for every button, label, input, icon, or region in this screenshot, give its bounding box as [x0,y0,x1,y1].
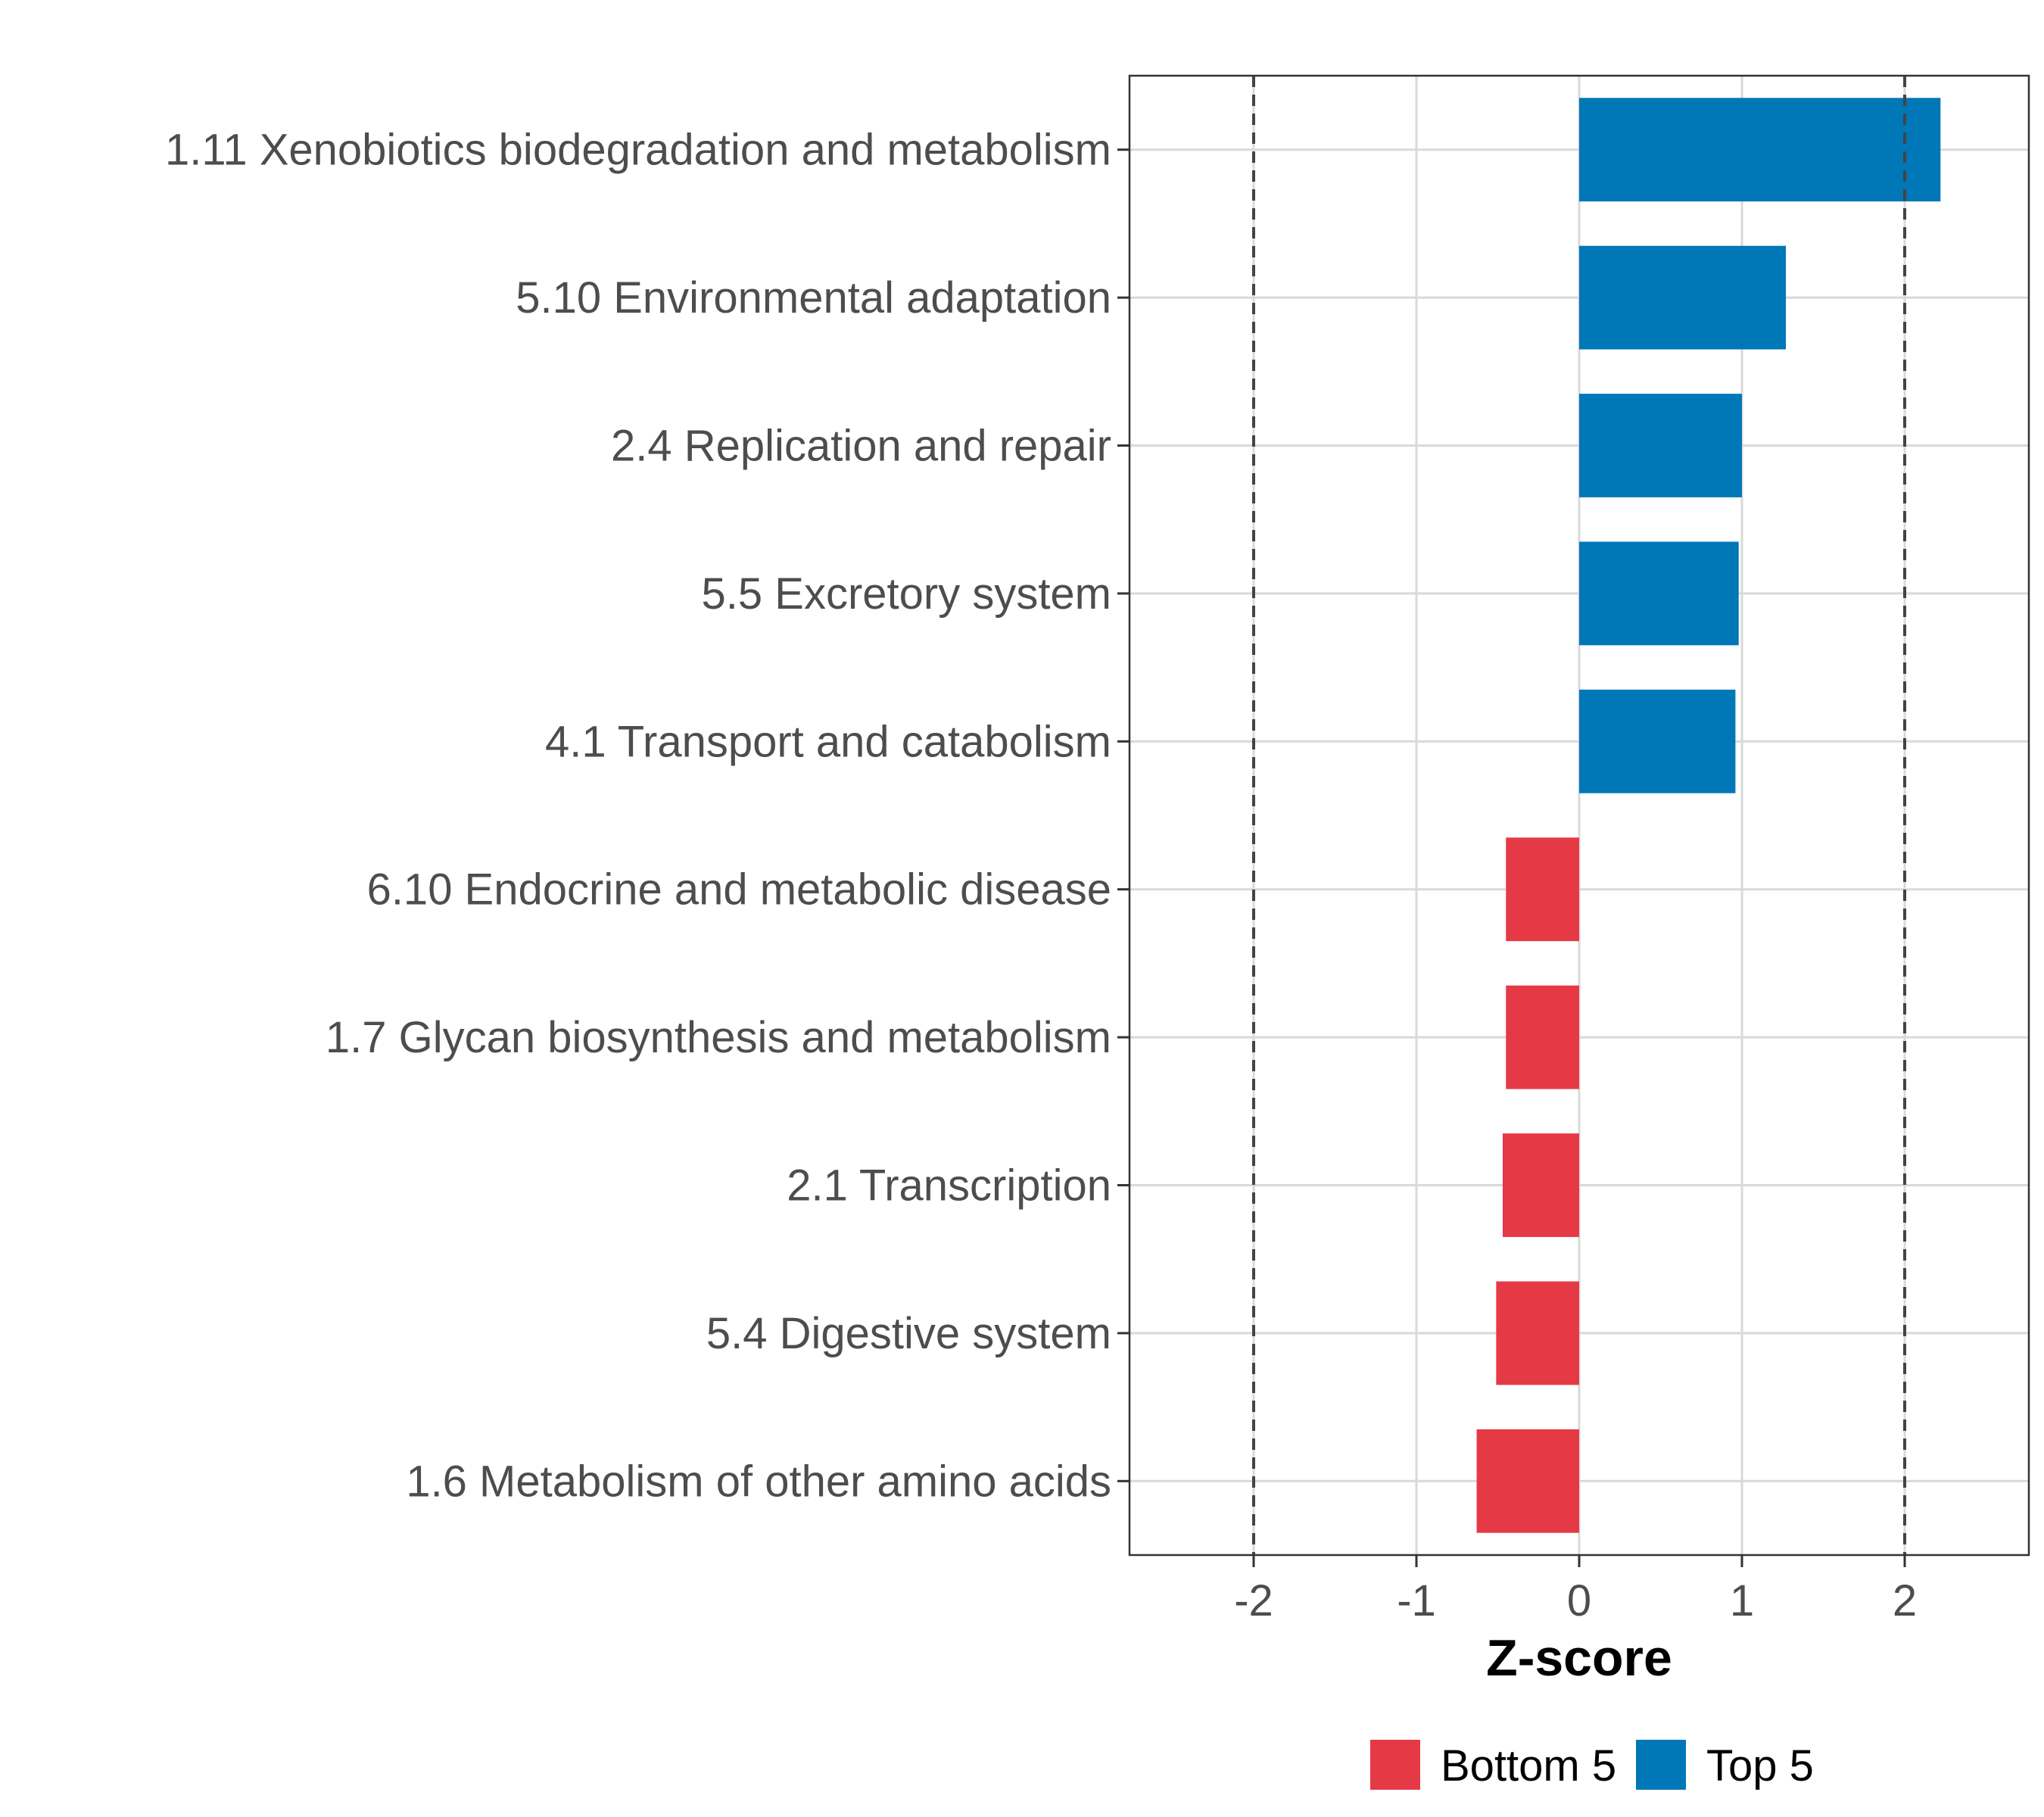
bar [1506,837,1579,942]
category-label: 2.4 Replication and repair [611,422,1111,471]
bar [1579,541,1739,646]
category-label: 2.1 Transcription [787,1161,1111,1211]
reference-lines [1252,76,1906,1555]
legend-label: Top 5 [1706,1741,1814,1791]
category-label: 5.5 Excretory system [702,569,1111,619]
category-label: 5.4 Digestive system [706,1309,1111,1358]
bar [1579,394,1742,497]
bar [1502,1133,1579,1237]
category-label: 5.10 Environmental adaptation [516,273,1111,323]
legend: Bottom 5 Top 5 [1370,1740,1814,1791]
legend-label: Bottom 5 [1441,1741,1616,1791]
bar [1496,1281,1579,1385]
x-tick-label: -1 [1397,1576,1436,1625]
x-tick-label: -2 [1234,1576,1273,1625]
legend-swatch [1370,1740,1420,1790]
bar [1506,985,1579,1089]
category-label: 6.10 Endocrine and metabolic disease [367,865,1111,915]
x-axis-ticks: -2 -1 0 1 2 [1234,1555,1917,1625]
bars [1476,98,1941,1533]
category-label: 1.7 Glycan biosynthesis and metabolism [326,1013,1111,1062]
bar [1579,98,1941,202]
bar [1579,689,1736,793]
x-axis-title: Z-score [1486,1629,1672,1687]
x-tick-label: 1 [1730,1576,1754,1625]
legend-swatch [1636,1740,1686,1790]
bar [1579,245,1787,350]
y-axis-ticks: 1.11 Xenobiotics biodegradation and meta… [165,126,1129,1506]
category-label: 1.6 Metabolism of other amino acids [406,1457,1111,1506]
category-label: 4.1 Transport and catabolism [545,717,1111,766]
x-tick-label: 2 [1893,1576,1917,1625]
category-label: 1.11 Xenobiotics biodegradation and meta… [165,126,1111,175]
x-tick-label: 0 [1567,1576,1591,1625]
bar [1476,1429,1579,1533]
